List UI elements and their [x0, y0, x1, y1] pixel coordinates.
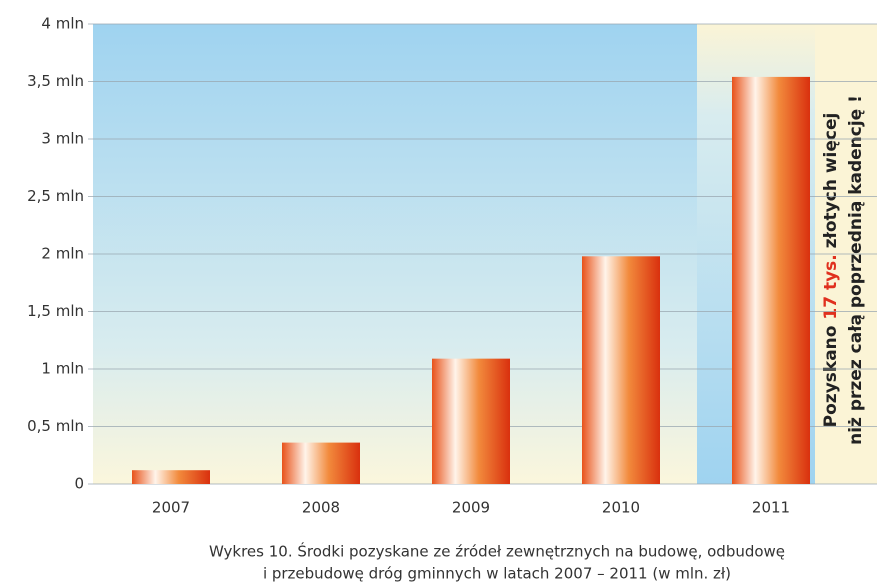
y-tick-label: 1 mln [41, 360, 84, 378]
annotation-text: niż przez całą poprzednią kadencję ! [846, 95, 866, 445]
bar [432, 358, 510, 484]
annotation-text: Pozyskano [821, 320, 841, 428]
y-tick-label: 2,5 mln [27, 187, 84, 205]
bar [282, 442, 360, 484]
x-tick-label: 2008 [302, 499, 340, 517]
x-tick-label: 2009 [452, 499, 490, 517]
x-tick-label: 2011 [752, 499, 790, 517]
annotation-text: 17 tys. [821, 254, 841, 319]
y-tick-label: 1,5 mln [27, 302, 84, 320]
x-tick-label: 2010 [602, 499, 640, 517]
x-tick-label: 2007 [152, 499, 190, 517]
bar [582, 256, 660, 484]
chart-title: i przebudowę dróg gminnych w latach 2007… [263, 565, 731, 583]
y-tick-label: 0,5 mln [27, 417, 84, 435]
annotation: Pozyskano 17 tys. złotych więcej niż prze… [821, 95, 866, 445]
y-tick-label: 3 mln [41, 130, 84, 148]
bar [132, 470, 210, 484]
bar [732, 76, 810, 485]
chart-title: Wykres 10. Środki pozyskane ze źródeł ze… [209, 542, 785, 561]
y-tick-label: 2 mln [41, 245, 84, 263]
y-tick-label: 4 mln [41, 15, 84, 33]
annotation-text: złotych więcej [821, 113, 841, 255]
y-tick-label: 3,5 mln [27, 72, 84, 90]
y-tick-label: 0 [74, 475, 84, 493]
